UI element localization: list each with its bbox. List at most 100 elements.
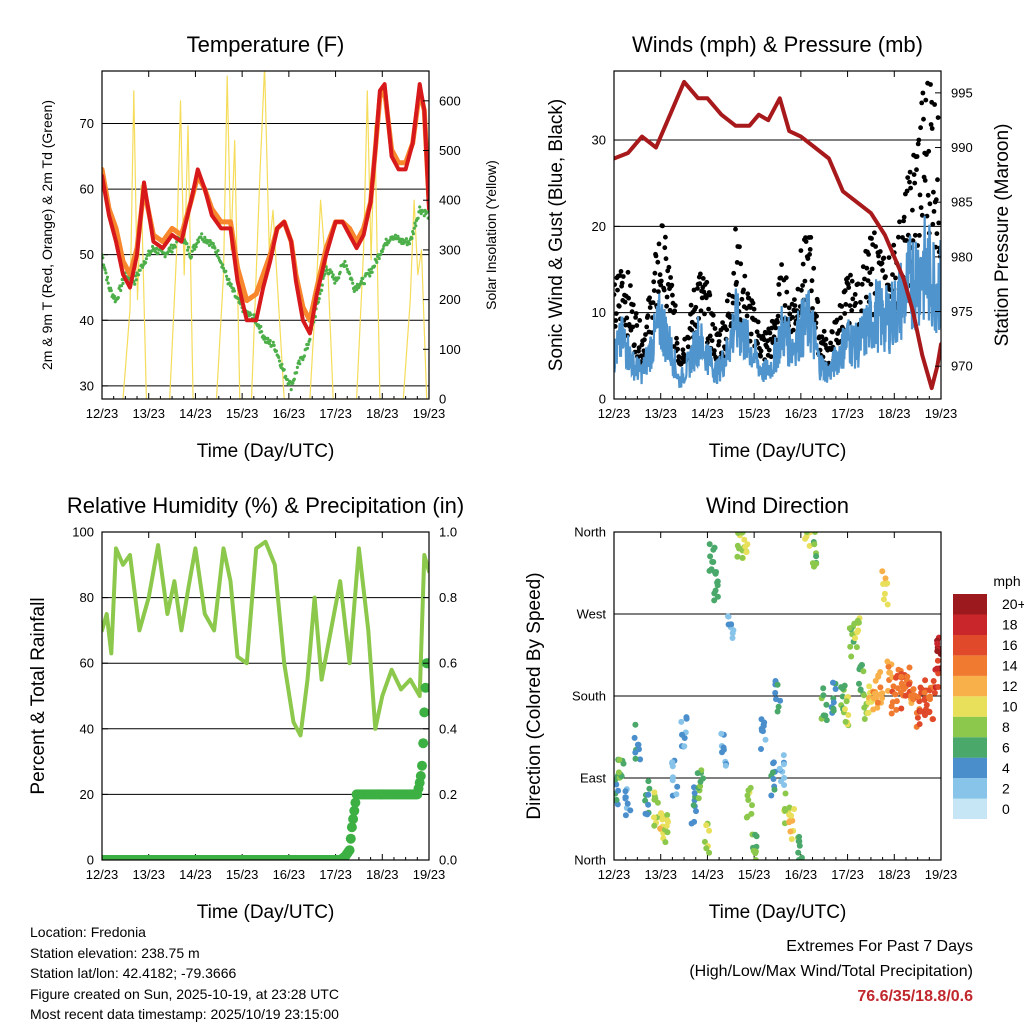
gust-point: [758, 353, 763, 359]
direction-point: [637, 756, 644, 763]
direction-point: [885, 687, 891, 694]
gust-point: [660, 223, 665, 229]
direction-point: [642, 797, 649, 804]
gust-point: [867, 270, 873, 275]
dewpoint-point: [331, 273, 335, 277]
dewpoint-point: [169, 243, 173, 247]
gust-point: [787, 311, 793, 317]
dewpoint-point: [305, 346, 310, 350]
y-tick-label: 100: [72, 525, 94, 540]
precipitation-point: [419, 707, 429, 718]
dewpoint-point: [285, 377, 289, 382]
gust-point: [886, 255, 892, 260]
x-tick-label: 19/23: [925, 406, 958, 421]
gust-point: [907, 169, 913, 175]
dewpoint-point: [352, 289, 356, 293]
dewpoint-point: [413, 221, 417, 225]
x-tick-label: 12/23: [86, 406, 119, 421]
dewpoint-point: [138, 268, 142, 272]
gust-point: [716, 339, 722, 344]
dewpoint-point: [412, 226, 416, 230]
direction-point: [786, 811, 793, 818]
direction-point: [775, 703, 782, 710]
gust-point: [850, 296, 856, 302]
direction-point: [706, 849, 713, 856]
gust-point: [790, 315, 796, 320]
x-tick-label: 18/23: [366, 406, 399, 421]
direction-point: [743, 549, 750, 556]
dewpoint-point: [133, 282, 137, 286]
gust-point: [664, 294, 670, 300]
dewpoint-point: [119, 284, 124, 288]
colorbar-label: 12: [1002, 678, 1018, 694]
dewpoint-point: [186, 248, 190, 252]
plot-area: [614, 79, 941, 391]
y-tick-label: 0: [599, 392, 606, 407]
gust-point: [686, 335, 692, 341]
gust-point: [802, 278, 808, 284]
dewpoint-point: [295, 371, 299, 375]
direction-point: [795, 849, 802, 856]
direction-point: [861, 704, 868, 711]
direction-point: [753, 833, 760, 840]
dewpoint-point: [103, 268, 107, 272]
dewpoint-point: [168, 246, 172, 250]
direction-point: [786, 804, 793, 811]
y-right-tick-label: 975: [951, 304, 973, 319]
x-tick-label: 12/23: [598, 867, 631, 882]
direction-point: [856, 680, 862, 687]
direction-point: [887, 669, 893, 676]
gust-point: [912, 232, 918, 238]
direction-point: [742, 543, 749, 550]
dewpoint-point: [193, 247, 197, 251]
gust-point: [750, 300, 756, 306]
dewpoint-point: [407, 242, 412, 246]
precipitation-point: [349, 805, 360, 816]
colorbar-label: 18: [1002, 617, 1018, 633]
dewpoint-point: [268, 339, 272, 343]
dewpoint-point: [187, 252, 191, 256]
gust-point: [828, 340, 833, 346]
gust-point: [775, 319, 780, 325]
direction-point: [841, 706, 848, 713]
gust-point: [666, 264, 672, 270]
plot-area: [614, 532, 941, 860]
direction-point: [622, 788, 629, 795]
gust-point: [622, 299, 628, 305]
gust-point: [650, 300, 656, 305]
x-axis-label: Time (Day/UTC): [197, 902, 335, 923]
temp-2m-line: [102, 82, 429, 336]
precipitation-point: [345, 833, 356, 844]
direction-point: [678, 718, 685, 725]
direction-point: [720, 746, 727, 753]
direction-point: [854, 629, 861, 636]
gust-point: [917, 192, 923, 198]
direction-point: [806, 542, 813, 549]
colorbar-swatch: [953, 614, 987, 635]
direction-point: [910, 696, 917, 703]
gust-point: [703, 295, 709, 301]
direction-point: [874, 704, 881, 711]
gust-point: [782, 303, 788, 308]
gust-point: [674, 340, 680, 346]
x-tick-label: 18/23: [366, 867, 399, 882]
direction-point: [875, 673, 882, 680]
x-tick-label: 19/23: [413, 867, 446, 882]
x-tick-label: 19/23: [925, 867, 958, 882]
dewpoint-point: [216, 249, 220, 253]
gust-point: [662, 245, 668, 251]
direction-point: [796, 842, 803, 849]
direction-point: [752, 857, 759, 860]
gust-point: [717, 332, 723, 338]
dewpoint-point: [112, 294, 117, 298]
gust-point: [935, 115, 941, 120]
direction-point: [895, 685, 901, 692]
dewpoint-point: [105, 278, 109, 282]
extremes-title: Extremes For Past 7 Days: [786, 938, 973, 955]
gust-point: [858, 299, 863, 305]
gust-point: [869, 266, 875, 272]
dewpoint-point: [266, 336, 270, 340]
gust-point: [876, 253, 881, 259]
direction-point: [657, 825, 664, 832]
dewpoint-point: [333, 281, 337, 285]
